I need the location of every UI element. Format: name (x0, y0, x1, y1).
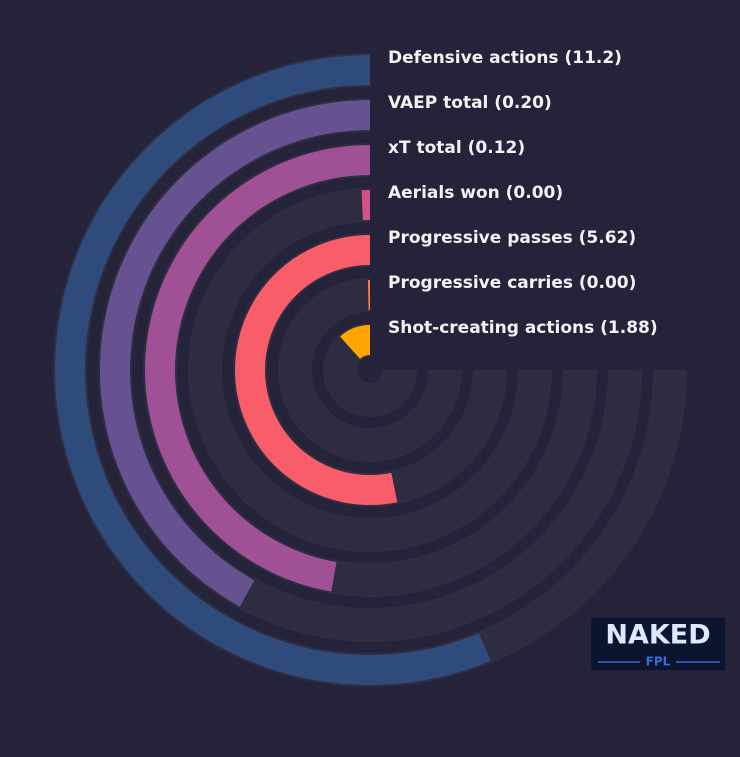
bar-label: Shot-creating actions (1.88) (388, 318, 658, 338)
bar (145, 145, 371, 592)
bar (339, 325, 372, 360)
bar-label: Progressive passes (5.62) (388, 228, 636, 248)
logo: NAKED FPL (591, 618, 725, 670)
logo-sub: FPL (646, 655, 671, 669)
bar-label: Progressive carries (0.00) (388, 273, 636, 293)
bar (100, 100, 371, 607)
bar (55, 55, 491, 685)
bar-label: VAEP total (0.20) (388, 93, 552, 113)
track-inner (280, 280, 460, 460)
logo-text: NAKED (605, 620, 710, 651)
bar-label: Defensive actions (11.2) (388, 48, 622, 68)
track-inner (190, 190, 550, 550)
bar-label: xT total (0.12) (388, 138, 525, 158)
bar (235, 235, 398, 505)
bar-label: Aerials won (0.00) (388, 183, 563, 203)
